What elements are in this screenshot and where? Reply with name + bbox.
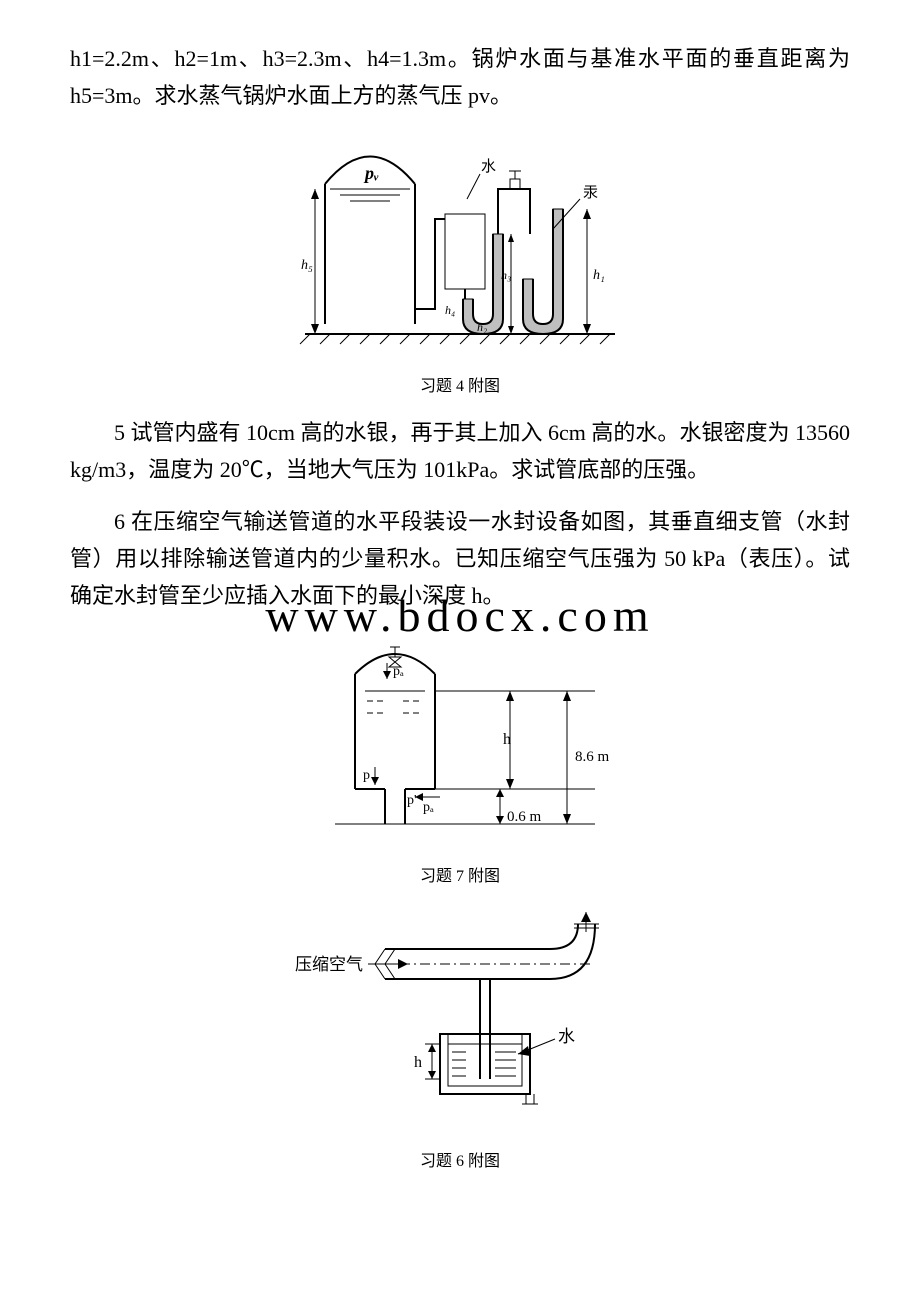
- paragraph-5: 5 试管内盛有 10cm 高的水银，再于其上加入 6cm 高的水。水银密度为 1…: [70, 414, 850, 489]
- figure-7: pₐ p p' pₐ h: [70, 629, 850, 854]
- label-h1: h₁: [593, 268, 605, 283]
- label-mercury: 汞: [583, 185, 598, 201]
- label-pa-side: pₐ: [423, 800, 434, 815]
- paragraph-1: h1=2.2m、h2=1m、h3=2.3m、h4=1.3m。锅炉水面与基准水平面…: [70, 40, 850, 115]
- label-compressed-air: 压缩空气: [295, 955, 363, 974]
- label-h2: h₂: [477, 320, 487, 334]
- figure-6-caption: 习题 6 附图: [70, 1147, 850, 1171]
- label-p-prime: p': [407, 793, 417, 808]
- label-water: 水: [481, 158, 496, 175]
- label-h4: h₄: [445, 303, 455, 317]
- figure-4-caption: 习题 4 附图: [70, 372, 850, 396]
- label-pa-top: pₐ: [393, 664, 404, 679]
- figure-6: 压缩空气 水: [70, 904, 850, 1139]
- label-h5: h₅: [301, 258, 313, 273]
- label-8-6m: 8.6 m: [575, 749, 610, 765]
- label-p: p: [363, 768, 370, 783]
- label-h-6: h: [414, 1054, 422, 1071]
- label-h3: h₃: [501, 268, 511, 282]
- figure-7-caption: 习题 7 附图: [70, 862, 850, 886]
- label-water-6: 水: [558, 1027, 575, 1046]
- label-pv: pᵥ: [363, 163, 379, 183]
- label-h: h: [503, 731, 511, 748]
- label-0-6m: 0.6 m: [507, 809, 542, 825]
- figure-4: pᵥ 水 汞: [70, 129, 850, 364]
